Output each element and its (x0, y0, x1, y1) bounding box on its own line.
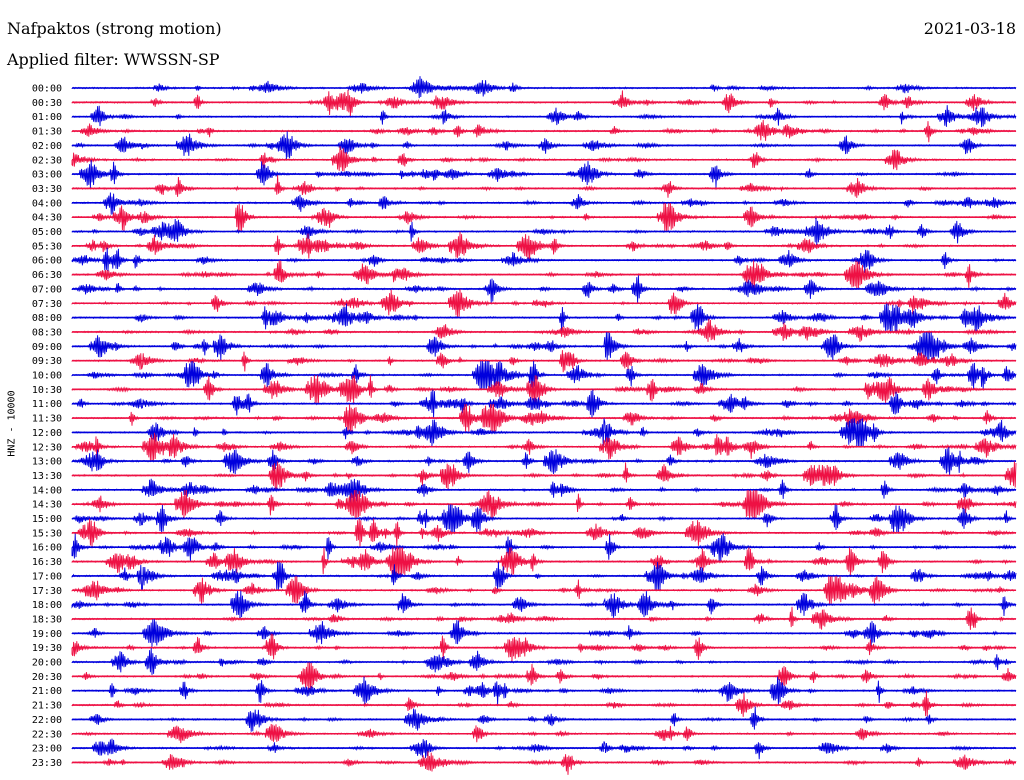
tick-label: 17:30 (32, 586, 62, 597)
tick-label: 12:30 (32, 442, 62, 453)
tick-label: 08:00 (32, 313, 62, 324)
trace-line (71, 690, 1017, 717)
tick-label: 03:00 (32, 170, 62, 181)
tick-label: 14:30 (32, 500, 62, 511)
tick-label: 00:00 (32, 84, 62, 95)
tick-label: 13:00 (32, 457, 62, 468)
trace-line (71, 175, 1017, 198)
trace-line (71, 318, 1017, 342)
tick-label: 02:00 (32, 141, 62, 152)
tick-label: 07:30 (32, 299, 62, 310)
tick-label: 22:00 (32, 715, 62, 726)
tick-label: 11:30 (32, 414, 62, 425)
tick-label: 22:30 (32, 729, 62, 740)
tick-label: 15:00 (32, 514, 62, 525)
tick-label: 04:00 (32, 198, 62, 209)
date-label: 2021-03-18 (923, 19, 1016, 38)
tick-label: 21:00 (32, 686, 62, 697)
tick-label: 08:30 (32, 327, 62, 338)
trace-group (71, 76, 1017, 775)
tick-label: 16:00 (32, 543, 62, 554)
trace-line (71, 76, 1017, 99)
tick-label: 04:30 (32, 213, 62, 224)
tick-label: 02:30 (32, 155, 62, 166)
tick-label: 13:30 (32, 471, 62, 482)
tick-label: 16:30 (32, 557, 62, 568)
tick-label: 05:00 (32, 227, 62, 238)
trace-line (71, 478, 1017, 504)
tick-label: 14:00 (32, 485, 62, 496)
tick-label-group: 00:00 00:30 01:00 01:30 02:00 02:30 03:00 03:30… (32, 84, 62, 769)
tick-label: 03:30 (32, 184, 62, 195)
tick-label: 23:00 (32, 744, 62, 755)
tick-label: 12:00 (32, 428, 62, 439)
filter-label: Applied filter: WWSSN-SP (7, 50, 220, 69)
tick-label: 18:30 (32, 614, 62, 625)
tick-label: 10:00 (32, 371, 62, 382)
tick-label: 23:30 (32, 758, 62, 769)
tick-label: 06:30 (32, 270, 62, 281)
tick-label: 01:00 (32, 112, 62, 123)
tick-label: 09:30 (32, 356, 62, 367)
tick-label: 15:30 (32, 528, 62, 539)
tick-label: 10:30 (32, 385, 62, 396)
tick-label: 20:00 (32, 658, 62, 669)
tick-label: 18:00 (32, 600, 62, 611)
tick-label: 01:30 (32, 127, 62, 138)
tick-label: 11:00 (32, 399, 62, 410)
tick-label: 06:00 (32, 256, 62, 267)
tick-label: 19:30 (32, 643, 62, 654)
tick-label: 07:00 (32, 284, 62, 295)
tick-label: 19:00 (32, 629, 62, 640)
tick-label: 00:30 (32, 98, 62, 109)
tick-label: 05:30 (32, 241, 62, 252)
tick-label: 09:00 (32, 342, 62, 353)
tick-label: 17:00 (32, 571, 62, 582)
trace-line (71, 738, 1017, 760)
tick-label: 20:30 (32, 672, 62, 683)
tick-label: 21:30 (32, 701, 62, 712)
station-title: Nafpaktos (strong motion) (7, 19, 222, 38)
